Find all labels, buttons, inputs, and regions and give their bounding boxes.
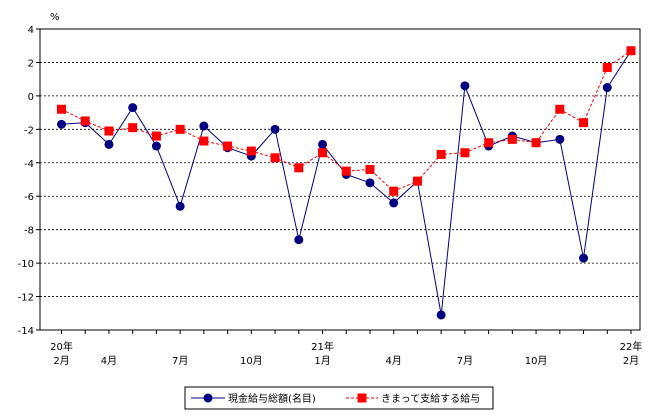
axis-layer: 4 2 0 -2 -4 -6 -8 -10 -12 -14% 20年 2月 4月 7月 10月 21年 1月 4月… <box>18 12 643 367</box>
y-tick-label: -2 <box>24 125 34 136</box>
data-point-square <box>246 146 256 156</box>
x-tick-label: 4月 <box>101 355 117 367</box>
data-point-square <box>579 118 589 128</box>
data-point-square <box>270 153 280 163</box>
data-point-circle <box>318 139 328 149</box>
data-point-circle <box>460 81 470 91</box>
x-tick-label: 20年 <box>50 340 73 353</box>
data-point-circle <box>436 310 446 320</box>
series-layer <box>57 46 636 320</box>
x-tick-label: 2月 <box>53 355 69 367</box>
x-tick-label: 7月 <box>457 355 473 367</box>
data-point-square <box>484 138 494 148</box>
y-axis-label: % <box>50 12 60 23</box>
data-point-circle <box>57 119 66 129</box>
x-tick-label: 1月 <box>314 355 330 367</box>
y-tick-label: -4 <box>24 159 34 170</box>
x-tick-label: 21年 <box>311 340 334 353</box>
legend: 現金給与総額(名目) きまって支給する給与 <box>184 386 494 410</box>
x-tick-label: 10月 <box>525 355 548 367</box>
data-point-square <box>80 116 90 126</box>
data-point-square <box>602 62 612 72</box>
data-point-square <box>626 46 636 56</box>
y-tick-label: 0 <box>28 92 34 103</box>
data-point-square <box>365 164 375 174</box>
legend-label-1: 現金給与総額(名目) <box>228 392 316 405</box>
x-tick-label: 4月 <box>386 355 402 367</box>
data-point-square <box>223 141 233 151</box>
y-tick-label: 4 <box>28 25 34 36</box>
legend-marker-circle <box>203 393 213 403</box>
x-tick-label: 22年 <box>620 340 643 353</box>
x-tick-label: 10月 <box>240 355 263 367</box>
data-point-circle <box>128 103 138 113</box>
data-point-square <box>531 138 541 148</box>
data-point-square <box>175 124 185 134</box>
x-tick-label: 7月 <box>172 355 188 367</box>
legend-box <box>184 386 494 410</box>
y-tick-label: -6 <box>24 192 34 203</box>
data-point-square <box>318 148 328 158</box>
data-point-circle <box>175 201 185 211</box>
x-tick-label: 2月 <box>623 355 639 367</box>
data-point-square <box>507 134 517 144</box>
data-point-square <box>555 104 565 114</box>
data-point-square <box>460 148 470 158</box>
y-tick-label: -10 <box>18 259 34 270</box>
y-tick-label: -8 <box>24 226 34 237</box>
data-point-circle <box>199 121 209 131</box>
y-tick-label: -14 <box>18 326 34 337</box>
y-tick-label: -12 <box>18 293 34 304</box>
data-point-square <box>128 123 138 133</box>
data-point-circle <box>104 139 114 149</box>
data-point-circle <box>294 235 304 245</box>
data-point-square <box>341 166 351 176</box>
data-point-circle <box>389 198 399 208</box>
data-point-square <box>199 136 209 146</box>
data-point-square <box>57 104 66 114</box>
data-point-square <box>151 131 161 141</box>
data-point-circle <box>555 134 565 144</box>
data-point-square <box>412 176 422 186</box>
grid-layer <box>39 28 641 331</box>
data-point-square <box>389 186 399 196</box>
plot-frame <box>39 28 641 331</box>
data-point-circle <box>270 124 280 134</box>
y-tick-label: 2 <box>28 58 34 69</box>
legend-label-2: きまって支給する給与 <box>381 392 480 405</box>
data-point-square <box>294 163 304 173</box>
data-point-circle <box>579 253 589 263</box>
data-point-circle <box>602 83 612 93</box>
data-point-circle <box>151 141 161 151</box>
legend-marker-square <box>357 393 367 403</box>
data-point-square <box>104 126 114 136</box>
data-point-circle <box>365 178 375 188</box>
series-line-1 <box>61 50 632 316</box>
data-point-square <box>436 149 446 159</box>
